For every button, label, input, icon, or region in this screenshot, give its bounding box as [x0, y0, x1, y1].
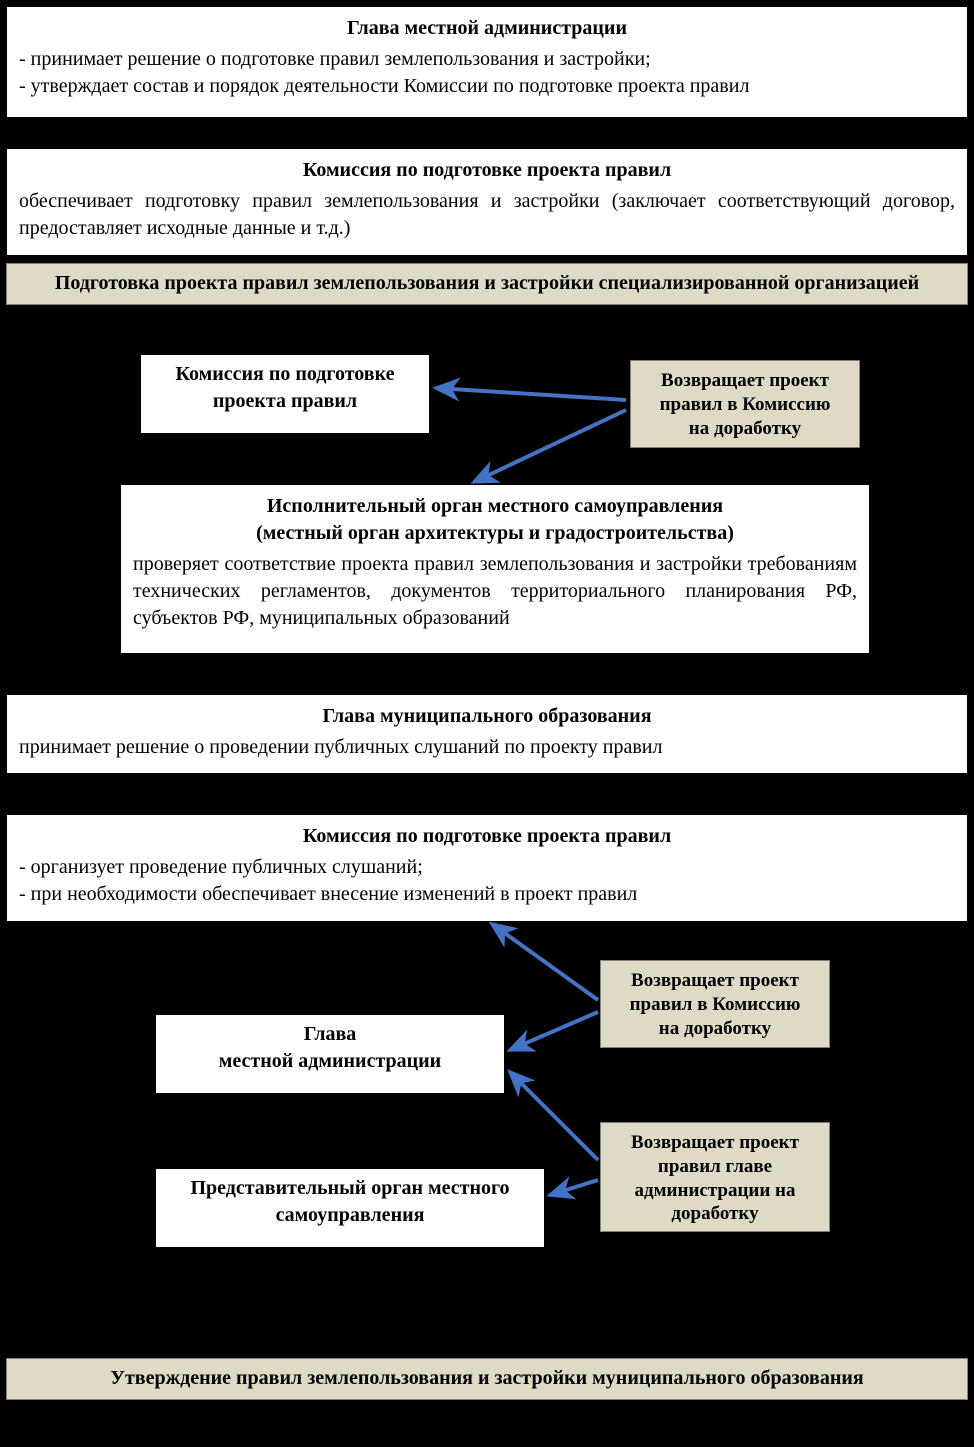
box-executive-body: Исполнительный орган местного самоуправл…	[120, 484, 870, 654]
box-body: - принимает решение о подготовке правил …	[19, 46, 955, 100]
box-commission-small: Комиссия по подготовкепроекта правил	[140, 354, 430, 434]
box-representative-body: Представительный орган местногосамоуправ…	[155, 1168, 545, 1248]
box-municipal-head: Глава муниципального образования принима…	[6, 694, 968, 774]
box-local-admin-head: Главаместной администрации	[155, 1014, 505, 1094]
box-title: Глава муниципального образования	[19, 703, 955, 730]
box-title: Представительный орган местногосамоуправ…	[168, 1175, 532, 1229]
box-title: Комиссия по подготовке проекта правил	[19, 823, 955, 850]
stage-bar-preparation: Подготовка проекта правил землепользован…	[6, 263, 968, 305]
box-title: Исполнительный орган местного самоуправл…	[133, 493, 857, 547]
box-commission-hearings: Комиссия по подготовке проекта правил - …	[6, 814, 968, 922]
box-body: - организует проведение публичных слушан…	[19, 854, 955, 908]
box-body: проверяет соответствие проекта правил зе…	[133, 551, 857, 632]
box-commission-prepare: Комиссия по подготовке проекта правил об…	[6, 148, 968, 256]
stage-bar-approval: Утверждение правил землепользования и за…	[6, 1358, 968, 1400]
box-title: Комиссия по подготовкепроекта правил	[153, 361, 417, 415]
box-admin-head: Глава местной администрации - принимает …	[6, 6, 968, 118]
callout-return-to-commission-1: Возвращает проектправил в Комиссиюна дор…	[630, 360, 860, 448]
callout-return-to-commission-2: Возвращает проектправил в Комиссиюна дор…	[600, 960, 830, 1048]
box-title: Главаместной администрации	[168, 1021, 492, 1075]
diagram-canvas: Глава местной администрации - принимает …	[0, 0, 974, 1447]
box-body: обеспечивает подготовку правил землеполь…	[19, 188, 955, 242]
box-body: принимает решение о проведении публичных…	[19, 734, 955, 761]
callout-return-to-admin-head: Возвращает проектправил главеадминистрац…	[600, 1122, 830, 1232]
box-title: Глава местной администрации	[19, 15, 955, 42]
box-title: Комиссия по подготовке проекта правил	[19, 157, 955, 184]
